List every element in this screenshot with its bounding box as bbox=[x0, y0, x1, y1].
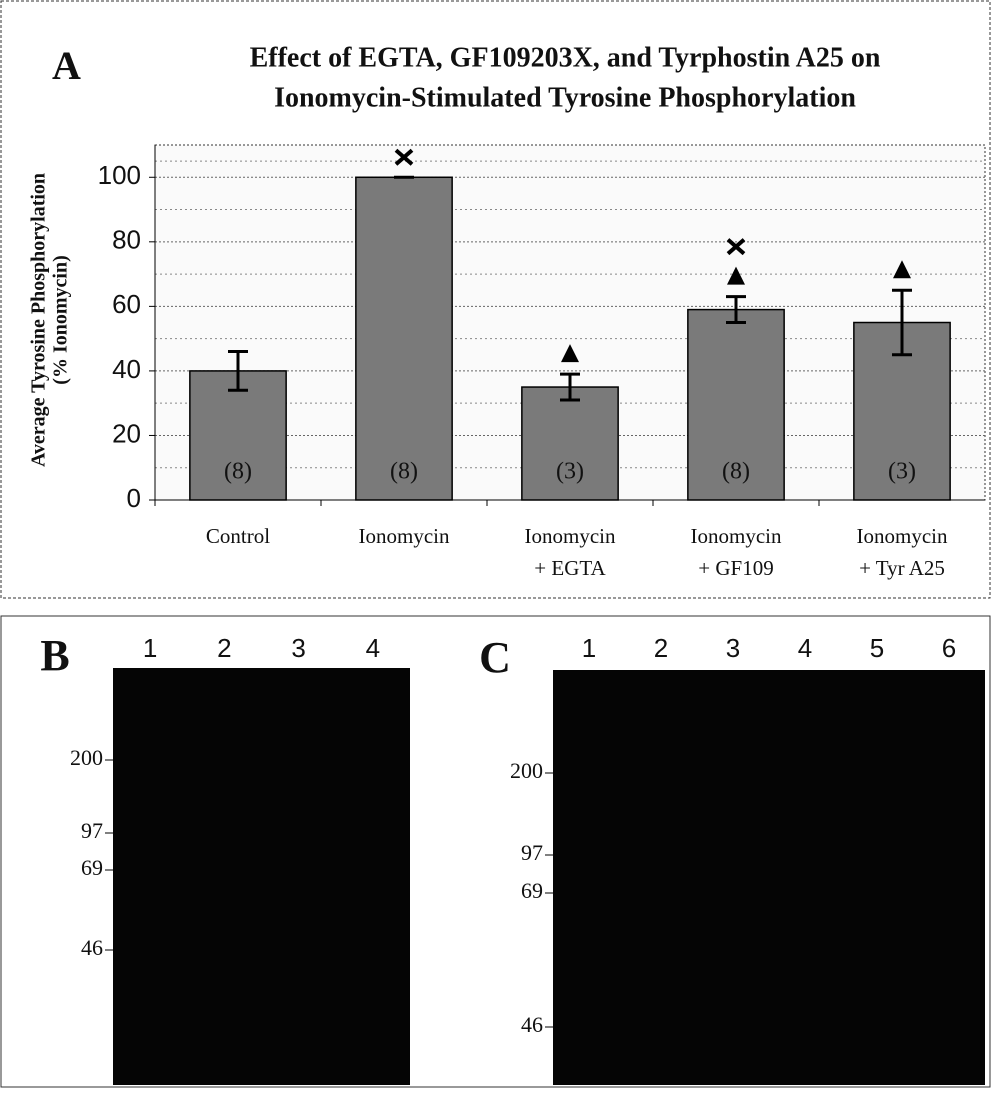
panel-label: A bbox=[52, 43, 81, 88]
lane-label: 6 bbox=[942, 633, 956, 663]
marker-label: 200 bbox=[510, 758, 543, 783]
marker-label: 97 bbox=[81, 818, 103, 843]
panel-label: C bbox=[479, 633, 511, 682]
bar bbox=[356, 177, 452, 500]
y-tick-label: 0 bbox=[127, 483, 141, 513]
lane-label: 1 bbox=[143, 633, 157, 663]
n-label: (8) bbox=[224, 459, 252, 485]
lane-label: 5 bbox=[870, 633, 884, 663]
x-tick-label: Ionomycin+ EGTA bbox=[525, 524, 616, 580]
chart-title: Effect of EGTA, GF109203X, and Tyrphosti… bbox=[250, 42, 881, 73]
marker-label: 46 bbox=[81, 935, 103, 960]
figure: A Effect of EGTA, GF109203X, and Tyrphost… bbox=[0, 0, 992, 1089]
marker-label: 46 bbox=[521, 1012, 543, 1037]
y-axis-label: Average Tyrosine Phosphorylation bbox=[28, 173, 50, 467]
chart-title: Ionomycin-Stimulated Tyrosine Phosphoryl… bbox=[274, 82, 856, 113]
lane-label: 4 bbox=[798, 633, 812, 663]
x-tick-label: Ionomycin bbox=[359, 524, 450, 548]
y-tick-label: 20 bbox=[112, 418, 141, 448]
lane-label: 3 bbox=[291, 633, 305, 663]
lane-label: 2 bbox=[654, 633, 668, 663]
n-label: (8) bbox=[722, 459, 750, 485]
y-tick-label: 80 bbox=[112, 225, 141, 255]
x-tick-label: Ionomycin+ Tyr A25 bbox=[857, 524, 948, 580]
y-axis-label: (% Ionomycin) bbox=[50, 255, 72, 384]
lane-label: 4 bbox=[366, 633, 380, 663]
marker-label: 69 bbox=[521, 878, 543, 903]
y-tick-label: 100 bbox=[98, 160, 141, 190]
marker-label: 69 bbox=[81, 855, 103, 880]
blot-image bbox=[553, 670, 985, 1085]
x-tick-label: Ionomycin+ GF109 bbox=[691, 524, 782, 580]
lane-label: 1 bbox=[582, 633, 596, 663]
blot-image bbox=[113, 668, 410, 1085]
lane-label: 3 bbox=[726, 633, 740, 663]
n-label: (8) bbox=[390, 459, 418, 485]
n-label: (3) bbox=[556, 459, 584, 485]
marker-label: 200 bbox=[70, 745, 103, 770]
lane-label: 2 bbox=[217, 633, 231, 663]
y-tick-label: 40 bbox=[112, 354, 141, 384]
x-tick-label: Control bbox=[206, 524, 270, 548]
y-tick-label: 60 bbox=[112, 289, 141, 319]
n-label: (3) bbox=[888, 459, 916, 485]
panel-label: B bbox=[40, 631, 69, 680]
marker-label: 97 bbox=[521, 840, 543, 865]
